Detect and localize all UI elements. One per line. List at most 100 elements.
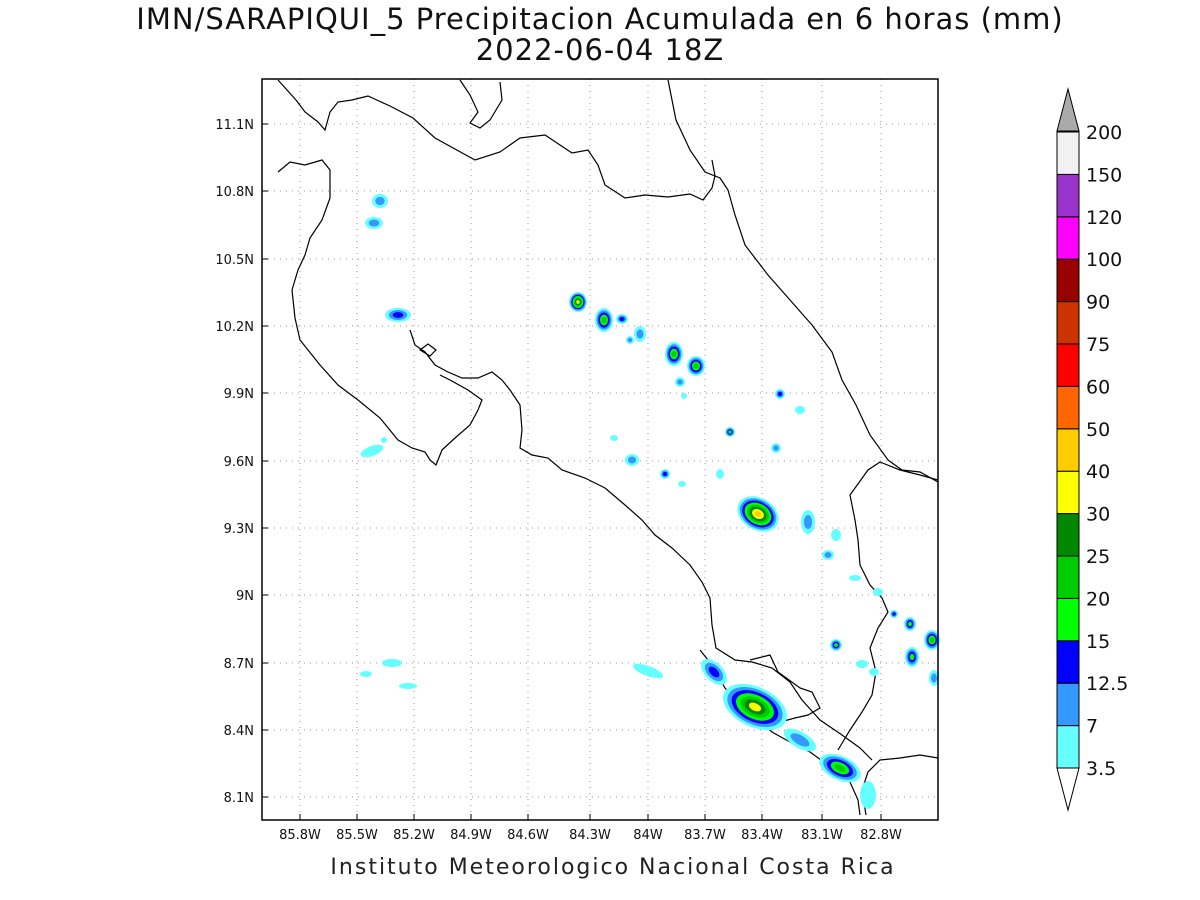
map-grid — [262, 79, 938, 820]
lat-tick-label: 9N — [236, 589, 254, 604]
precipitation-cell — [860, 781, 876, 809]
precipitation-cell — [675, 377, 685, 387]
nicaragua-border — [277, 79, 716, 201]
lon-tick-label: 83.4W — [741, 828, 783, 843]
precipitation-cell — [771, 443, 781, 453]
precipitation-cell — [905, 647, 919, 667]
precip-contour — [873, 588, 883, 596]
legend-label: 100 — [1086, 249, 1122, 271]
lat-tick-label: 9.3N — [224, 522, 254, 537]
precipitation-cell — [381, 437, 387, 443]
precip-contour — [375, 196, 385, 206]
legend-swatch — [1056, 216, 1080, 260]
precip-contour — [392, 312, 404, 318]
precip-contour — [849, 575, 861, 581]
precip-contour — [627, 456, 637, 464]
precipitation-cell — [869, 668, 879, 676]
legend-swatch — [1056, 258, 1080, 303]
map-subtitle-date: 2022-06-04 18Z — [475, 33, 725, 67]
legend-label: 150 — [1086, 164, 1122, 186]
precipitation-cell — [822, 550, 834, 560]
legend-label: 7 — [1086, 716, 1098, 738]
precip-contour — [790, 733, 810, 747]
lat-tick-label: 8.1N — [224, 791, 254, 806]
longitude-ticks: 85.8W 85.5W 85.2W 84.9W 84.6W 84.3W 84W 83.7W 83… — [279, 828, 902, 843]
precip-contour — [678, 481, 686, 487]
precipitation-cell — [924, 630, 940, 650]
precipitation-cell — [687, 356, 705, 376]
precipitation-cell — [382, 659, 402, 667]
precipitation-cell — [632, 663, 664, 679]
latitude-ticks: 11.1N 10.8N 10.5N 10.2N 9.9N 9.6N 9.3N 9N 8.7N 8.… — [215, 118, 254, 806]
legend-label: 60 — [1086, 376, 1110, 398]
precip-contour — [368, 219, 380, 227]
precipitation-field — [360, 194, 940, 809]
precip-contour — [728, 430, 732, 434]
precip-contour — [610, 435, 618, 441]
lon-tick-label: 84.6W — [507, 828, 549, 843]
precip-contour — [382, 659, 402, 667]
panama-border — [837, 461, 939, 751]
lon-tick-label: 83.7W — [684, 828, 726, 843]
precipitation-cell — [849, 575, 861, 581]
precip-contour — [636, 329, 644, 339]
legend-swatch — [1056, 173, 1080, 218]
legend-swatch — [1056, 470, 1080, 515]
precip-contour — [381, 437, 387, 443]
precip-contour — [795, 406, 805, 414]
lat-tick-label: 10.8N — [215, 185, 254, 200]
precip-contour — [716, 469, 724, 479]
legend-label: 50 — [1086, 419, 1110, 441]
precipitation-cell — [904, 617, 916, 631]
precipitation-cell — [819, 753, 861, 783]
precip-contour — [360, 444, 384, 458]
precipitation-cell — [626, 336, 634, 344]
legend-swatch — [1056, 597, 1080, 642]
precip-contour — [824, 552, 832, 558]
precip-contour — [632, 663, 664, 679]
precip-contour — [773, 445, 779, 451]
lat-tick-label: 8.7N — [224, 657, 254, 672]
precip-contour — [831, 529, 841, 541]
precipitation-cell — [610, 435, 618, 441]
lat-tick-label: 8.4N — [224, 724, 254, 739]
legend-label: 40 — [1086, 461, 1110, 483]
precipitation-cell — [716, 469, 724, 479]
legend-label: 20 — [1086, 588, 1110, 610]
precipitation-cell — [890, 610, 898, 618]
lat-tick-label: 11.1N — [215, 118, 254, 133]
precip-contour — [931, 673, 937, 683]
lon-tick-label: 83.1W — [801, 828, 843, 843]
precipitation-cell — [795, 406, 805, 414]
legend-label: 200 — [1086, 122, 1122, 144]
lat-tick-label: 9.6N — [224, 455, 254, 470]
precipitation-cell — [929, 670, 939, 686]
precipitation-cell — [678, 481, 686, 487]
precip-contour — [892, 612, 896, 616]
precipitation-cell — [737, 496, 779, 532]
lon-tick-label: 84W — [633, 828, 663, 843]
precipitation-cell — [831, 529, 841, 541]
precipitation-cell — [616, 314, 628, 324]
guanacaste-coast — [277, 159, 483, 466]
precipitation-cell — [660, 469, 670, 479]
map-frame — [261, 78, 939, 821]
precip-contour — [834, 643, 838, 647]
legend-under-triangle — [1056, 767, 1080, 812]
credit-text: Instituto Meteorologico Nacional Costa R… — [330, 855, 896, 880]
lon-tick-label: 85.2W — [393, 828, 435, 843]
legend-over-triangle — [1056, 87, 1080, 132]
precipitation-cell — [360, 671, 372, 677]
legend-label: 75 — [1086, 334, 1110, 356]
precipitation-cell — [725, 427, 735, 437]
nicoya-island — [418, 343, 437, 357]
precip-contour — [908, 621, 912, 627]
precip-contour — [803, 515, 813, 529]
precip-contour — [671, 350, 677, 358]
legend-label: 3.5 — [1086, 758, 1116, 780]
precip-contour — [399, 683, 417, 689]
nicaragua-lake-shore — [459, 79, 503, 129]
legend-swatch — [1056, 640, 1080, 684]
precipitation-cell — [701, 659, 727, 685]
